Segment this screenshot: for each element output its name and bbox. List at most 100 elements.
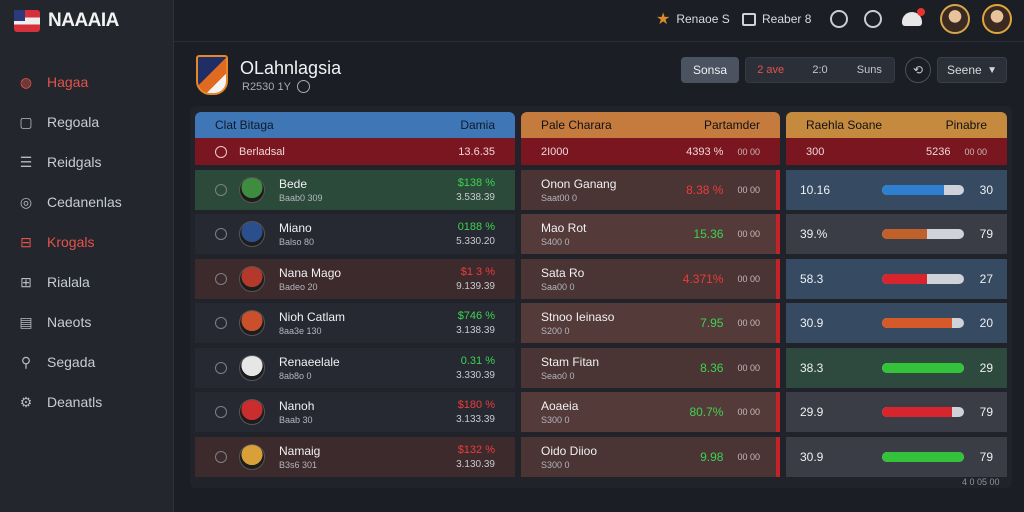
change-name: Oido Diioo — [541, 443, 598, 458]
star-icon: ★ — [656, 11, 671, 28]
table-row[interactable]: 30.9 20 — [786, 303, 1007, 343]
table-row[interactable]: Sata Ro Saa00 0 4.371% 00 00 — [521, 258, 780, 299]
sidebar-nav: ◍ Hagaa ▢ Regoala ☰ Reidgals ◎ Cedanenlas ⊟ Kroga… — [0, 62, 174, 422]
table-row[interactable]: Oido Diioo S300 0 9.98 00 00 — [521, 436, 780, 477]
players-highlight-row[interactable]: Berladsal 13.6.35 — [195, 138, 515, 165]
rating-value: 30.9 — [800, 316, 824, 330]
seg-option-2[interactable]: 2:0 — [812, 64, 828, 76]
player-value: 3.133.39 — [456, 414, 495, 425]
table-row[interactable]: Nanoh Baab 30 $180 % 3.133.39 — [195, 392, 515, 432]
sidebar-item-8[interactable]: ⚙ Deanatls — [0, 382, 174, 422]
change-sub: Saat00 0 — [541, 192, 578, 203]
ratings-highlight-row[interactable]: 300 5236 00 00 — [786, 138, 1007, 165]
circle-icon — [830, 10, 848, 28]
table-row[interactable]: Onon Ganang Saat00 0 8.38 % 00 00 — [521, 169, 780, 210]
change-highlight-row[interactable]: 2I000 4393 % 00 00 — [521, 138, 780, 165]
ratings-table: Raehla Soane Pinabre 300 5236 00 00 10.1… — [786, 112, 1007, 477]
settings-button[interactable] — [830, 8, 848, 30]
highlight-name: Berladsal — [239, 145, 285, 158]
table-row[interactable]: 39.% 79 — [786, 214, 1007, 254]
season-select[interactable]: Seene ▼ — [937, 57, 1007, 83]
app-name: NAAAIA — [48, 10, 119, 31]
rating-number: 79 — [979, 405, 993, 419]
sidebar-item-3[interactable]: ◎ Cedanenlas — [0, 182, 174, 222]
refresh-button[interactable]: ⟲ — [905, 57, 931, 83]
rating-number: 27 — [979, 271, 993, 286]
rating-bar — [882, 362, 964, 373]
player-name: Nioh Catlam — [279, 310, 346, 324]
table-row[interactable]: 29.9 79 — [786, 392, 1007, 432]
table-row[interactable]: 10.16 30 — [786, 169, 1007, 210]
star-menu[interactable]: ★ Renaoe S — [656, 8, 730, 30]
sidebar-item-7[interactable]: ⚲ Segada — [0, 342, 174, 382]
grid-icon: ▤ — [19, 313, 33, 330]
seg-option-3[interactable]: Suns — [856, 64, 882, 76]
table-row[interactable]: 30.9 79 — [786, 436, 1007, 477]
table-row[interactable]: 38.3 29 — [786, 347, 1007, 388]
info-icon[interactable] — [296, 80, 310, 93]
profile-menu[interactable]: Reaber 8 — [742, 8, 811, 30]
clock-icon — [864, 10, 882, 28]
table-row[interactable]: Aoaeia S300 0 80.7% 00 00 — [521, 392, 780, 432]
rating-bar — [882, 451, 964, 462]
sidebar: NAAAIA ◍ Hagaa ▢ Regoala ☰ Reidgals ◎ Cedanenla… — [0, 0, 174, 512]
sidebar-item-0[interactable]: ◍ Hagaa — [0, 62, 174, 102]
ratings-table-header: Raehla Soane Pinabre — [786, 112, 1007, 138]
seg-option-1[interactable]: 2 ave — [757, 64, 785, 76]
change-name: Stam Fitan — [541, 354, 600, 369]
player-change: $180 % — [457, 399, 495, 411]
footer-corner-text: 4 0 05 00 — [962, 477, 1000, 487]
table-row[interactable]: Bede Baab0 309 $138 % 3.538.39 — [195, 169, 515, 210]
table-row[interactable]: Stnoo Ieinaso S200 0 7.95 00 00 — [521, 303, 780, 343]
table-row[interactable]: Namaig B3s6 301 $132 % 3.130.39 — [195, 436, 515, 477]
change-suffix: 00 00 — [737, 273, 760, 284]
player-value: 9.139.39 — [456, 280, 495, 292]
table-row[interactable]: 58.3 27 — [786, 258, 1007, 299]
change-highlight-suffix: 00 00 — [737, 146, 760, 157]
player-avatar — [239, 265, 265, 292]
segmented-control[interactable]: 2 ave 2:0 Suns — [745, 57, 895, 83]
sidebar-item-5[interactable]: ⊞ Rialala — [0, 262, 174, 302]
table-row[interactable]: Stam Fitan Seao0 0 8.36 00 00 — [521, 347, 780, 388]
notifications-button[interactable] — [902, 8, 925, 30]
player-value: 3.330.39 — [456, 369, 495, 381]
change-pct: 9.98 — [700, 449, 724, 464]
brand[interactable]: NAAAIA — [14, 6, 119, 36]
player-change: $1 3 % — [460, 265, 495, 278]
rating-value: 29.9 — [800, 405, 824, 419]
table-row[interactable]: Miano Balso 80 0188 % 5.330.20 — [195, 214, 515, 254]
rating-number: 30 — [979, 182, 993, 197]
rating-bar-fill — [882, 273, 928, 284]
runner-icon: ⚲ — [20, 353, 32, 370]
rating-number: 29 — [979, 360, 993, 375]
player-avatar — [239, 176, 265, 203]
user-avatar[interactable] — [940, 4, 970, 34]
topbar: ★ Renaoe S Reaber 8 — [174, 0, 1024, 42]
player-name: Nana Mago — [279, 265, 342, 280]
ratings-highlight-name: 300 — [806, 145, 825, 158]
sidebar-item-label: Reidgals — [47, 154, 102, 170]
rank-icon — [215, 317, 227, 329]
rating-bar — [882, 318, 964, 328]
player-name: Nanoh — [279, 399, 315, 413]
sidebar-item-label: Rialala — [47, 274, 90, 290]
sidebar-item-label: Cedanenlas — [47, 194, 122, 210]
table-row[interactable]: Nioh Catlam 8aa3e 130 $746 % 3.138.39 — [195, 303, 515, 343]
change-name: Aoaeia — [541, 399, 579, 413]
sidebar-item-4[interactable]: ⊟ Krogals — [0, 222, 174, 262]
change-header-a: Pale Charara — [541, 118, 612, 132]
sidebar-item-1[interactable]: ▢ Regoala — [0, 102, 174, 142]
sidebar-item-2[interactable]: ☰ Reidgals — [0, 142, 174, 182]
table-row[interactable]: Mao Rot S400 0 15.36 00 00 — [521, 214, 780, 254]
player-value: 3.130.39 — [456, 458, 495, 470]
clock-button[interactable] — [864, 8, 882, 30]
target-icon: ◎ — [19, 193, 33, 210]
player-sub: Baab0 309 — [279, 192, 323, 203]
table-row[interactable]: Renaeelale 8ab8o 0 0.31 % 3.330.39 — [195, 347, 515, 388]
change-sub: Seao0 0 — [541, 370, 575, 381]
table-row[interactable]: Nana Mago Badeo 20 $1 3 % 9.139.39 — [195, 258, 515, 299]
primary-button[interactable]: Sonsa — [681, 57, 739, 83]
user-avatar-2[interactable] — [982, 4, 1012, 34]
sidebar-item-6[interactable]: ▤ Naeots — [0, 302, 174, 342]
players-header-b: Damia — [460, 118, 495, 132]
